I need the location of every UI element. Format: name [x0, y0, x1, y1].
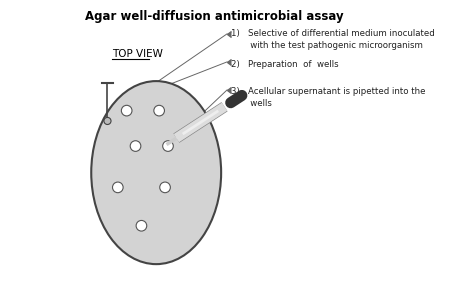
Circle shape: [154, 105, 164, 116]
Ellipse shape: [91, 81, 221, 264]
Circle shape: [130, 141, 141, 151]
Text: Agar well-diffusion antimicrobial assay: Agar well-diffusion antimicrobial assay: [85, 10, 344, 23]
Text: TOP VIEW: TOP VIEW: [112, 49, 163, 59]
Circle shape: [104, 117, 111, 125]
Text: 3)   Acellular supernatant is pipetted into the
       wells: 3) Acellular supernatant is pipetted int…: [231, 87, 426, 108]
Circle shape: [121, 105, 132, 116]
Circle shape: [136, 221, 147, 231]
Circle shape: [112, 182, 123, 193]
Text: 2)   Preparation  of  wells: 2) Preparation of wells: [231, 60, 339, 69]
Circle shape: [163, 141, 173, 151]
Text: 1)   Selective of differential medium inoculated
       with the test pathogenic: 1) Selective of differential medium inoc…: [231, 30, 435, 50]
Circle shape: [160, 182, 170, 193]
